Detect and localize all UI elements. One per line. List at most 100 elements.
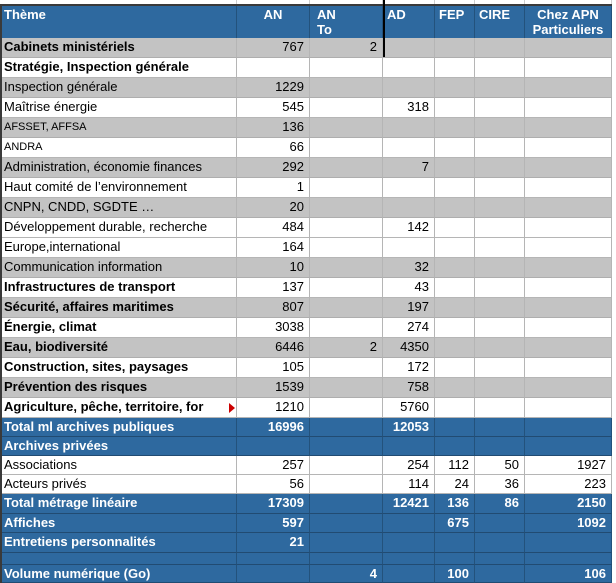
cell-fep[interactable]: 100	[435, 565, 475, 583]
cell-ad[interactable]: 12421	[383, 494, 435, 514]
cell-an[interactable]: 3038	[237, 318, 310, 338]
theme-cell[interactable]: Inspection générale	[0, 78, 237, 98]
cell-ad[interactable]: 254	[383, 456, 435, 475]
cell-ad[interactable]	[383, 533, 435, 553]
cell-an[interactable]: 1210	[237, 398, 310, 418]
cell-cire[interactable]	[475, 118, 525, 138]
cell-apn[interactable]	[525, 138, 612, 158]
cell-fep[interactable]	[435, 58, 475, 78]
cell-apn[interactable]	[525, 418, 612, 437]
cell-anto[interactable]	[310, 238, 383, 258]
cell-cire[interactable]	[475, 278, 525, 298]
cell-apn[interactable]: 106	[525, 565, 612, 583]
cell-an[interactable]	[237, 58, 310, 78]
cell-cire[interactable]	[475, 298, 525, 318]
theme-cell[interactable]: Maîtrise énergie	[0, 98, 237, 118]
cell-fep[interactable]	[435, 178, 475, 198]
cell-apn[interactable]	[525, 378, 612, 398]
theme-cell[interactable]: Haut comité de l’environnement	[0, 178, 237, 198]
cell-anto[interactable]	[310, 138, 383, 158]
cell-cire[interactable]	[475, 514, 525, 533]
cell-fep[interactable]	[435, 298, 475, 318]
cell-cire[interactable]	[475, 198, 525, 218]
cell-anto[interactable]	[310, 178, 383, 198]
theme-cell[interactable]: Europe,international	[0, 238, 237, 258]
cell-apn[interactable]	[525, 38, 612, 58]
cell-anto[interactable]	[310, 475, 383, 494]
cell-anto[interactable]	[310, 494, 383, 514]
cell-apn[interactable]	[525, 178, 612, 198]
column-header-fep[interactable]: FEP	[435, 6, 475, 38]
cell-cire[interactable]	[475, 418, 525, 437]
cell-cire[interactable]	[475, 58, 525, 78]
cell-an[interactable]: 136	[237, 118, 310, 138]
cell-ad[interactable]: 5760	[383, 398, 435, 418]
cell-apn[interactable]	[525, 158, 612, 178]
cell-apn[interactable]	[525, 218, 612, 238]
theme-cell[interactable]: Administration, économie finances	[0, 158, 237, 178]
theme-cell[interactable]: Acteurs privés	[0, 475, 237, 494]
cell-anto[interactable]	[310, 58, 383, 78]
theme-cell[interactable]: ANDRA	[0, 138, 237, 158]
cell-an[interactable]	[237, 565, 310, 583]
cell-cire[interactable]	[475, 437, 525, 456]
theme-cell[interactable]: Total métrage linéaire	[0, 494, 237, 514]
cell-apn[interactable]	[525, 553, 612, 565]
cell-cire[interactable]	[475, 565, 525, 583]
cell-ad[interactable]: 172	[383, 358, 435, 378]
cell-apn[interactable]: 1927	[525, 456, 612, 475]
cell-anto[interactable]	[310, 437, 383, 456]
cell-an[interactable]: 105	[237, 358, 310, 378]
cell-ad[interactable]: 197	[383, 298, 435, 318]
cell-apn[interactable]	[525, 358, 612, 378]
cell-an[interactable]: 137	[237, 278, 310, 298]
theme-cell[interactable]: AFSSET, AFFSA	[0, 118, 237, 138]
cell-cire[interactable]: 50	[475, 456, 525, 475]
column-header-an-to[interactable]: AN To	[310, 6, 383, 38]
cell-anto[interactable]	[310, 553, 383, 565]
cell-cire[interactable]	[475, 138, 525, 158]
cell-an[interactable]: 56	[237, 475, 310, 494]
cell-ad[interactable]: 114	[383, 475, 435, 494]
theme-cell[interactable]: Sécurité, affaires maritimes	[0, 298, 237, 318]
cell-fep[interactable]	[435, 553, 475, 565]
cell-an[interactable]: 1	[237, 178, 310, 198]
cell-cire[interactable]	[475, 533, 525, 553]
cell-an[interactable]: 20	[237, 198, 310, 218]
cell-fep[interactable]	[435, 378, 475, 398]
cell-fep[interactable]	[435, 138, 475, 158]
cell-an[interactable]: 21	[237, 533, 310, 553]
cell-an[interactable]: 767	[237, 38, 310, 58]
theme-cell[interactable]: Cabinets ministériels	[0, 38, 237, 58]
column-header-theme[interactable]: Thème	[0, 6, 237, 38]
theme-cell[interactable]: Stratégie, Inspection générale	[0, 58, 237, 78]
cell-fep[interactable]	[435, 38, 475, 58]
cell-anto[interactable]	[310, 218, 383, 238]
cell-apn[interactable]	[525, 318, 612, 338]
cell-ad[interactable]: 43	[383, 278, 435, 298]
cell-ad[interactable]	[383, 437, 435, 456]
cell-apn[interactable]	[525, 258, 612, 278]
cell-ad[interactable]	[383, 38, 435, 58]
cell-an[interactable]: 292	[237, 158, 310, 178]
cell-anto[interactable]	[310, 514, 383, 533]
cell-anto[interactable]	[310, 118, 383, 138]
cell-cire[interactable]	[475, 318, 525, 338]
cell-ad[interactable]: 4350	[383, 338, 435, 358]
cell-fep[interactable]	[435, 258, 475, 278]
theme-cell[interactable]: Développement durable, recherche	[0, 218, 237, 238]
theme-cell[interactable]: Entretiens personnalités	[0, 533, 237, 553]
cell-ad[interactable]: 12053	[383, 418, 435, 437]
cell-an[interactable]: 164	[237, 238, 310, 258]
theme-cell[interactable]: Archives privées	[0, 437, 237, 456]
cell-an[interactable]	[237, 437, 310, 456]
cell-anto[interactable]	[310, 318, 383, 338]
cell-ad[interactable]	[383, 78, 435, 98]
cell-anto[interactable]	[310, 98, 383, 118]
cell-ad[interactable]	[383, 198, 435, 218]
theme-cell[interactable]: Total ml archives publiques	[0, 418, 237, 437]
cell-cire[interactable]	[475, 553, 525, 565]
cell-anto[interactable]	[310, 298, 383, 318]
theme-cell[interactable]: Eau, biodiversité	[0, 338, 237, 358]
cell-ad[interactable]	[383, 58, 435, 78]
